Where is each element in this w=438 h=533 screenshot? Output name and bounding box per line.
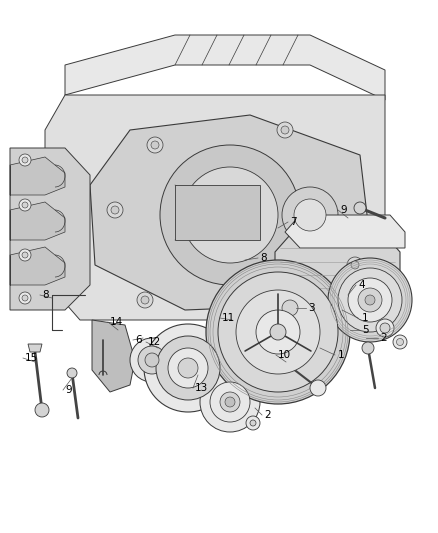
Circle shape xyxy=(282,300,298,316)
Bar xyxy=(175,185,260,240)
Circle shape xyxy=(151,141,159,149)
Circle shape xyxy=(111,206,119,214)
Polygon shape xyxy=(92,320,135,392)
Text: 7: 7 xyxy=(290,217,297,227)
Circle shape xyxy=(160,145,300,285)
Text: 10: 10 xyxy=(278,350,291,360)
Polygon shape xyxy=(275,235,400,315)
Circle shape xyxy=(256,310,300,354)
Text: 5: 5 xyxy=(362,325,369,335)
Text: 14: 14 xyxy=(110,317,123,327)
Circle shape xyxy=(246,416,260,430)
Circle shape xyxy=(338,268,402,332)
Circle shape xyxy=(362,342,374,354)
Circle shape xyxy=(200,372,260,432)
Circle shape xyxy=(107,202,123,218)
Circle shape xyxy=(250,420,256,426)
Circle shape xyxy=(276,294,304,322)
Polygon shape xyxy=(10,157,65,195)
Circle shape xyxy=(141,296,149,304)
Polygon shape xyxy=(10,247,65,285)
Circle shape xyxy=(147,137,163,153)
Circle shape xyxy=(19,292,31,304)
Circle shape xyxy=(138,346,166,374)
Circle shape xyxy=(347,257,363,273)
Circle shape xyxy=(354,202,366,214)
Circle shape xyxy=(206,260,350,404)
Circle shape xyxy=(22,252,28,258)
Text: 2: 2 xyxy=(380,333,387,343)
Circle shape xyxy=(19,154,31,166)
Circle shape xyxy=(168,348,208,388)
Circle shape xyxy=(182,167,278,263)
Circle shape xyxy=(358,288,382,312)
Circle shape xyxy=(22,157,28,163)
Circle shape xyxy=(257,297,273,313)
Circle shape xyxy=(225,397,235,407)
Circle shape xyxy=(137,292,153,308)
Text: 9: 9 xyxy=(65,385,72,395)
Text: 15: 15 xyxy=(25,353,38,363)
Circle shape xyxy=(396,338,403,345)
Circle shape xyxy=(178,358,198,378)
Text: 8: 8 xyxy=(42,290,49,300)
Circle shape xyxy=(270,324,286,340)
Circle shape xyxy=(19,249,31,261)
Circle shape xyxy=(218,272,338,392)
Circle shape xyxy=(67,368,77,378)
Text: 11: 11 xyxy=(222,313,235,323)
Circle shape xyxy=(236,290,320,374)
Text: 13: 13 xyxy=(195,383,208,393)
Circle shape xyxy=(144,324,232,412)
Circle shape xyxy=(294,199,326,231)
Circle shape xyxy=(22,295,28,301)
Polygon shape xyxy=(90,115,370,310)
Circle shape xyxy=(328,258,412,342)
Circle shape xyxy=(348,278,392,322)
Circle shape xyxy=(130,338,174,382)
Text: 1: 1 xyxy=(362,313,369,323)
Polygon shape xyxy=(10,148,90,310)
Circle shape xyxy=(145,353,159,367)
Circle shape xyxy=(282,187,338,243)
Text: 3: 3 xyxy=(308,303,314,313)
Text: 2: 2 xyxy=(264,410,271,420)
Text: 9: 9 xyxy=(340,205,346,215)
Polygon shape xyxy=(65,35,385,100)
Text: 8: 8 xyxy=(260,253,267,263)
Polygon shape xyxy=(285,215,405,248)
Circle shape xyxy=(351,261,359,269)
Circle shape xyxy=(261,301,269,309)
Text: 4: 4 xyxy=(358,280,364,290)
Circle shape xyxy=(19,199,31,211)
Circle shape xyxy=(22,202,28,208)
Circle shape xyxy=(210,382,250,422)
Circle shape xyxy=(376,319,394,337)
Text: 1: 1 xyxy=(338,350,345,360)
Polygon shape xyxy=(45,95,385,320)
Circle shape xyxy=(380,323,390,333)
Circle shape xyxy=(277,122,293,138)
Polygon shape xyxy=(28,344,42,352)
Circle shape xyxy=(156,336,220,400)
Circle shape xyxy=(220,392,240,412)
Circle shape xyxy=(281,126,289,134)
Text: 6: 6 xyxy=(135,335,141,345)
Polygon shape xyxy=(10,202,65,240)
Circle shape xyxy=(310,380,326,396)
Circle shape xyxy=(35,403,49,417)
Circle shape xyxy=(393,335,407,349)
Circle shape xyxy=(365,295,375,305)
Text: 12: 12 xyxy=(148,337,161,347)
